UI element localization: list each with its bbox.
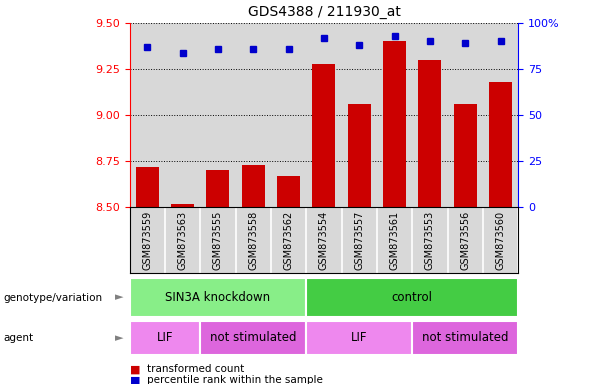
Text: LIF: LIF [351, 331, 368, 344]
Bar [348, 104, 371, 207]
Text: GSM873562: GSM873562 [284, 211, 293, 270]
Title: GDS4388 / 211930_at: GDS4388 / 211930_at [247, 5, 401, 19]
Bar [135, 167, 159, 207]
Bar [412, 321, 518, 355]
Text: transformed count: transformed count [147, 364, 244, 374]
Bar [306, 321, 412, 355]
Text: GSM873554: GSM873554 [319, 211, 329, 270]
Bar [171, 204, 194, 207]
Bar [130, 278, 306, 317]
Text: GSM873555: GSM873555 [213, 211, 223, 270]
Text: not stimulated: not stimulated [422, 331, 508, 344]
Bar [200, 321, 306, 355]
Text: control: control [392, 291, 433, 304]
Text: ■: ■ [130, 364, 140, 374]
Text: percentile rank within the sample: percentile rank within the sample [147, 375, 323, 384]
Text: ■: ■ [130, 375, 140, 384]
Bar [242, 165, 264, 207]
Text: GSM873563: GSM873563 [178, 211, 187, 270]
Bar [277, 176, 300, 207]
Text: GSM873560: GSM873560 [496, 211, 505, 270]
Bar [306, 278, 518, 317]
Text: not stimulated: not stimulated [210, 331, 296, 344]
Text: GSM873559: GSM873559 [143, 211, 152, 270]
Text: agent: agent [3, 333, 33, 343]
Bar [130, 321, 200, 355]
Text: ►: ► [115, 293, 123, 303]
Bar [383, 41, 406, 207]
Text: GSM873556: GSM873556 [461, 211, 470, 270]
Text: ►: ► [115, 333, 123, 343]
Bar [418, 60, 442, 207]
Text: GSM873561: GSM873561 [390, 211, 399, 270]
Bar [489, 82, 512, 207]
Text: genotype/variation: genotype/variation [3, 293, 102, 303]
Text: GSM873557: GSM873557 [355, 211, 364, 270]
Bar [206, 170, 230, 207]
Text: GSM873553: GSM873553 [425, 211, 435, 270]
Text: SIN3A knockdown: SIN3A knockdown [166, 291, 270, 304]
Bar [454, 104, 477, 207]
Text: GSM873558: GSM873558 [249, 211, 258, 270]
Bar [313, 64, 336, 207]
Text: LIF: LIF [157, 331, 173, 344]
